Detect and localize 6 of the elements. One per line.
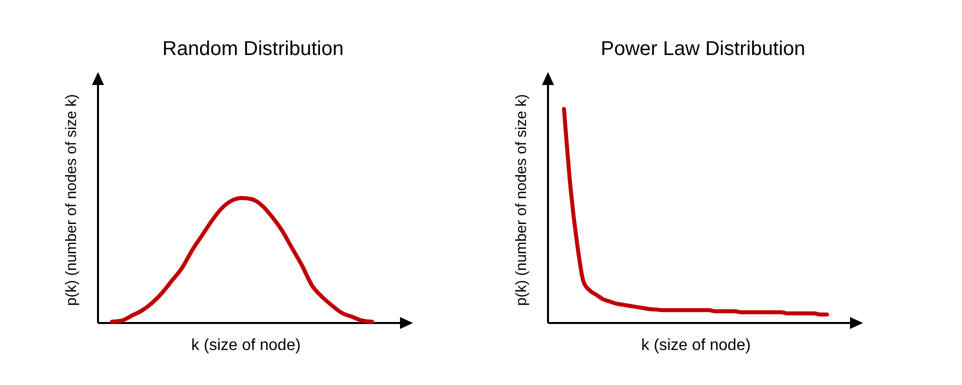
- x-axis-title: k (size of node): [191, 337, 301, 354]
- chart-title: Random Distribution: [162, 38, 344, 60]
- y-axis-title: p(k) (number of nodes of size k): [63, 94, 80, 306]
- chart-title: Power Law Distribution: [600, 38, 806, 60]
- x-axis-title: k (size of node): [641, 337, 751, 354]
- y-axis-title: p(k) (number of nodes of size k): [513, 94, 530, 306]
